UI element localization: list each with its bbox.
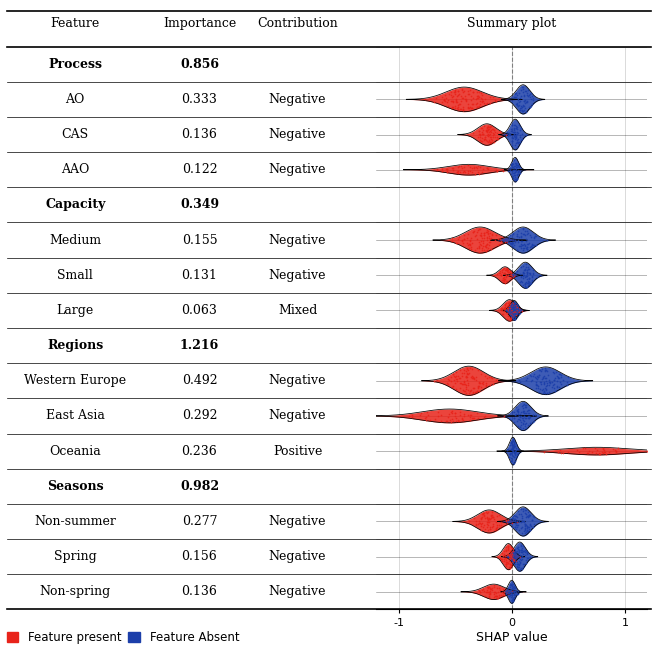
- Text: AAO: AAO: [61, 163, 90, 176]
- Text: Negative: Negative: [269, 128, 326, 141]
- Text: 0.277: 0.277: [182, 515, 217, 528]
- Text: Contribution: Contribution: [257, 17, 338, 30]
- Legend: Feature present, Feature Absent: Feature present, Feature Absent: [7, 631, 239, 644]
- Text: Large: Large: [57, 304, 94, 317]
- Text: 0.156: 0.156: [182, 550, 217, 563]
- Text: Negative: Negative: [269, 550, 326, 563]
- Text: Process: Process: [48, 58, 102, 71]
- Text: 0.136: 0.136: [182, 128, 217, 141]
- Text: Mixed: Mixed: [278, 304, 317, 317]
- Text: AO: AO: [65, 93, 85, 106]
- X-axis label: SHAP value: SHAP value: [476, 631, 547, 644]
- Text: Negative: Negative: [269, 163, 326, 176]
- Text: 0.136: 0.136: [182, 585, 217, 598]
- Text: Spring: Spring: [54, 550, 97, 563]
- Text: East Asia: East Asia: [46, 410, 105, 422]
- Text: Medium: Medium: [49, 234, 101, 246]
- Text: Negative: Negative: [269, 269, 326, 282]
- Text: Negative: Negative: [269, 234, 326, 246]
- Text: Importance: Importance: [163, 17, 236, 30]
- Text: Negative: Negative: [269, 93, 326, 106]
- Text: Non-summer: Non-summer: [34, 515, 116, 528]
- Text: Negative: Negative: [269, 515, 326, 528]
- Text: Negative: Negative: [269, 585, 326, 598]
- Text: Regions: Regions: [47, 339, 103, 352]
- Text: Negative: Negative: [269, 374, 326, 387]
- Text: 0.349: 0.349: [180, 198, 219, 211]
- Text: Positive: Positive: [273, 445, 322, 458]
- Text: Capacity: Capacity: [45, 198, 105, 211]
- Text: Seasons: Seasons: [47, 480, 103, 493]
- Text: 0.155: 0.155: [182, 234, 217, 246]
- Text: Non-spring: Non-spring: [40, 585, 111, 598]
- Text: 0.856: 0.856: [180, 58, 219, 71]
- Text: 0.122: 0.122: [182, 163, 217, 176]
- Text: Small: Small: [58, 269, 93, 282]
- Text: 0.982: 0.982: [180, 480, 219, 493]
- Text: Western Europe: Western Europe: [24, 374, 126, 387]
- Text: Oceania: Oceania: [49, 445, 101, 458]
- Text: 0.292: 0.292: [182, 410, 217, 422]
- Text: 0.492: 0.492: [182, 374, 217, 387]
- Text: Feature: Feature: [50, 17, 100, 30]
- Text: Negative: Negative: [269, 410, 326, 422]
- Text: 0.063: 0.063: [182, 304, 217, 317]
- Text: CAS: CAS: [61, 128, 89, 141]
- Text: 0.333: 0.333: [182, 93, 217, 106]
- Text: Summary plot: Summary plot: [467, 17, 557, 30]
- Text: 0.236: 0.236: [182, 445, 217, 458]
- Text: 1.216: 1.216: [180, 339, 219, 352]
- Text: 0.131: 0.131: [182, 269, 217, 282]
